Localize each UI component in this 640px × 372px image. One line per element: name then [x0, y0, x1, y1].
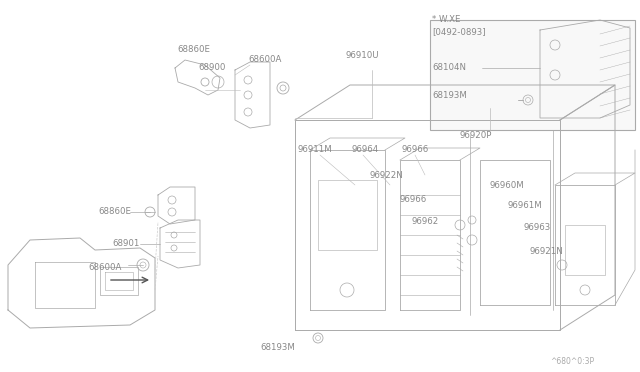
Text: 68104N: 68104N	[432, 64, 466, 73]
Bar	[318, 180, 377, 250]
Text: [0492-0893]: [0492-0893]	[432, 28, 486, 36]
Text: 96961M: 96961M	[508, 201, 543, 209]
Text: 96966: 96966	[400, 196, 428, 205]
Text: 68901: 68901	[112, 240, 140, 248]
Text: 96962: 96962	[412, 218, 439, 227]
Text: 68900: 68900	[198, 64, 225, 73]
Text: 96960M: 96960M	[490, 180, 525, 189]
Text: 96910U: 96910U	[345, 51, 379, 60]
Text: 68600A: 68600A	[88, 263, 122, 272]
Bar	[430, 20, 635, 130]
Text: 68193M: 68193M	[432, 90, 467, 99]
Text: 96922N: 96922N	[370, 170, 404, 180]
Text: 96920P: 96920P	[460, 131, 492, 140]
Bar	[565, 225, 605, 275]
Text: 96911M: 96911M	[298, 145, 333, 154]
Text: 96963: 96963	[524, 224, 551, 232]
Text: 68860E: 68860E	[98, 208, 131, 217]
Text: ^680^0:3P: ^680^0:3P	[550, 357, 594, 366]
Text: * W.XE: * W.XE	[432, 16, 461, 25]
Text: 96964: 96964	[352, 145, 380, 154]
Text: 96966: 96966	[402, 145, 429, 154]
Text: 96921N: 96921N	[530, 247, 564, 257]
Text: 68193M: 68193M	[260, 343, 296, 353]
Text: 68600A: 68600A	[248, 55, 282, 64]
Text: 68860E: 68860E	[177, 45, 210, 55]
